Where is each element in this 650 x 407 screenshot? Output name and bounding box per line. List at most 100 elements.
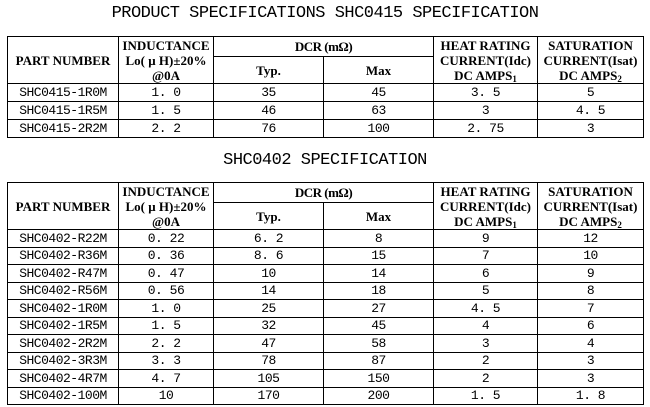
typ-header: Typ. xyxy=(213,202,324,230)
heat-rating-header: HEAT RATING CURRENT(Idc) DC AMPS1 xyxy=(433,182,538,230)
value-cell: 1. 5 xyxy=(118,316,214,335)
value-cell: 0. 56 xyxy=(118,281,214,300)
saturation-header: SATURATION CURRENT(Isat) DC AMPS2 xyxy=(537,182,644,230)
saturation-header: SATURATION CURRENT(Isat) DC AMPS2 xyxy=(537,36,644,84)
value-cell: 2 xyxy=(433,369,538,388)
max-header: Max xyxy=(323,202,434,230)
value-cell: 3 xyxy=(537,369,644,388)
value-cell: 3 xyxy=(537,119,644,138)
value-cell: 78 xyxy=(213,351,324,370)
value-cell: 35 xyxy=(213,83,324,102)
value-cell: 2. 2 xyxy=(118,334,214,353)
part-number-header: PART NUMBER xyxy=(7,36,119,84)
saturation-line-2: CURRENT(Isat) xyxy=(543,198,638,214)
value-cell: 2. 2 xyxy=(118,119,214,138)
value-cell: 1. 8 xyxy=(537,386,644,405)
heat-subscript: 1 xyxy=(512,73,517,84)
value-cell: 7 xyxy=(433,246,538,265)
dcr-header: DCR (mΩ) xyxy=(213,182,434,203)
value-cell: 63 xyxy=(323,101,434,120)
value-cell: 4 xyxy=(433,316,538,335)
part-number-cell: SHC0402-1R0M xyxy=(7,299,119,318)
typ-header: Typ. xyxy=(213,56,324,84)
table-row: SHC0402-R22M 0. 22 6. 2 8 9 12 xyxy=(7,229,644,248)
max-header: Max xyxy=(323,56,434,84)
part-number-cell: SHC0415-2R2M xyxy=(7,119,119,138)
heat-line-1: HEAT RATING xyxy=(440,37,531,53)
table-header: PART NUMBER INDUCTANCE Lo( μ H)±20% @0A … xyxy=(7,36,644,84)
heat-amps-label: DC AMPS xyxy=(454,213,513,229)
saturation-line-2: CURRENT(Isat) xyxy=(543,52,638,68)
table-row: SHC0402-3R3M 3. 3 78 87 2 3 xyxy=(7,351,644,370)
table-row: SHC0402-R36M 0. 36 8. 6 15 7 10 xyxy=(7,246,644,265)
value-cell: 0. 47 xyxy=(118,264,214,283)
heat-amps-line: DC AMPS1 xyxy=(435,213,537,229)
value-cell: 58 xyxy=(323,334,434,353)
saturation-line-1: SATURATION xyxy=(548,183,633,199)
value-cell: 45 xyxy=(323,316,434,335)
heat-rating-header: HEAT RATING CURRENT(Idc) DC AMPS1 xyxy=(433,36,538,84)
value-cell: 4 xyxy=(537,334,644,353)
value-cell: 32 xyxy=(213,316,324,335)
inductance-header: INDUCTANCE Lo( μ H)±20% @0A xyxy=(118,182,214,230)
saturation-amps-line: DC AMPS2 xyxy=(539,214,643,230)
value-cell: 8 xyxy=(537,281,644,300)
value-cell: 14 xyxy=(323,264,434,283)
inductance-line-3: @0A xyxy=(152,67,180,83)
value-cell: 170 xyxy=(213,386,324,405)
value-cell: 3 xyxy=(433,334,538,353)
value-cell: 100 xyxy=(323,119,434,138)
value-cell: 25 xyxy=(213,299,324,318)
value-cell: 47 xyxy=(213,334,324,353)
table-body: SHC0415-1R0M 1. 0 35 45 3. 5 5 SHC0415-1R5M 1. … xyxy=(7,83,644,138)
saturation-line-1: SATURATION xyxy=(548,37,633,53)
saturation-subscript: 2 xyxy=(617,219,622,230)
value-cell: 1. 5 xyxy=(118,101,214,120)
value-cell: 18 xyxy=(323,281,434,300)
value-cell: 76 xyxy=(213,119,324,138)
value-cell: 8 xyxy=(323,229,434,248)
value-cell: 10 xyxy=(118,386,214,405)
spec-table-shc0415: PART NUMBER INDUCTANCE Lo( μ H)±20% @0A … xyxy=(7,36,644,138)
value-cell: 6 xyxy=(537,316,644,335)
header-row-1: PART NUMBER INDUCTANCE Lo( μ H)±20% @0A … xyxy=(7,182,644,230)
table-row: SHC0402-100M 10 170 200 1. 5 1. 8 xyxy=(7,386,644,405)
value-cell: 9 xyxy=(433,229,538,248)
value-cell: 1. 0 xyxy=(118,299,214,318)
value-cell: 45 xyxy=(323,83,434,102)
part-number-header: PART NUMBER xyxy=(7,182,119,230)
value-cell: 7 xyxy=(537,299,644,318)
value-cell: 4. 7 xyxy=(118,369,214,388)
value-cell: 9 xyxy=(537,264,644,283)
value-cell: 1. 5 xyxy=(433,386,538,405)
part-number-cell: SHC0415-1R0M xyxy=(7,83,119,102)
table-body: SHC0402-R22M 0. 22 6. 2 8 9 12 SHC0402-R36M 0. … xyxy=(7,229,644,405)
part-number-cell: SHC0402-100M xyxy=(7,386,119,405)
value-cell: 10 xyxy=(213,264,324,283)
value-cell: 5 xyxy=(537,83,644,102)
spec-table-shc0402: PART NUMBER INDUCTANCE Lo( μ H)±20% @0A … xyxy=(7,182,644,405)
heat-amps-line: DC AMPS1 xyxy=(435,67,537,84)
table-row: SHC0415-2R2M 2. 2 76 100 2. 75 3 xyxy=(7,119,644,138)
inductance-line-1: INDUCTANCE xyxy=(122,183,210,199)
value-cell: 4. 5 xyxy=(433,299,538,318)
header-row-2: Typ. Max xyxy=(8,56,644,84)
inductance-header: INDUCTANCE Lo( μ H)±20% @0A xyxy=(118,36,214,84)
value-cell: 46 xyxy=(213,101,324,120)
heat-amps-label: DC AMPS xyxy=(454,67,513,83)
part-number-cell: SHC0402-4R7M xyxy=(7,369,119,388)
value-cell: 3. 3 xyxy=(118,351,214,370)
heat-line-2: CURRENT(Idc) xyxy=(440,52,531,68)
value-cell: 2 xyxy=(433,351,538,370)
value-cell: 4. 5 xyxy=(537,101,644,120)
value-cell: 6. 2 xyxy=(213,229,324,248)
part-number-cell: SHC0402-R47M xyxy=(7,264,119,283)
value-cell: 10 xyxy=(537,246,644,265)
header-row-2: Typ. Max xyxy=(8,202,644,230)
table-row: SHC0402-R47M 0. 47 10 14 6 9 xyxy=(7,264,644,283)
value-cell: 3 xyxy=(433,101,538,120)
table-header: PART NUMBER INDUCTANCE Lo( μ H)±20% @0A … xyxy=(7,182,644,230)
dcr-header: DCR (mΩ) xyxy=(213,36,434,57)
value-cell: 15 xyxy=(323,246,434,265)
